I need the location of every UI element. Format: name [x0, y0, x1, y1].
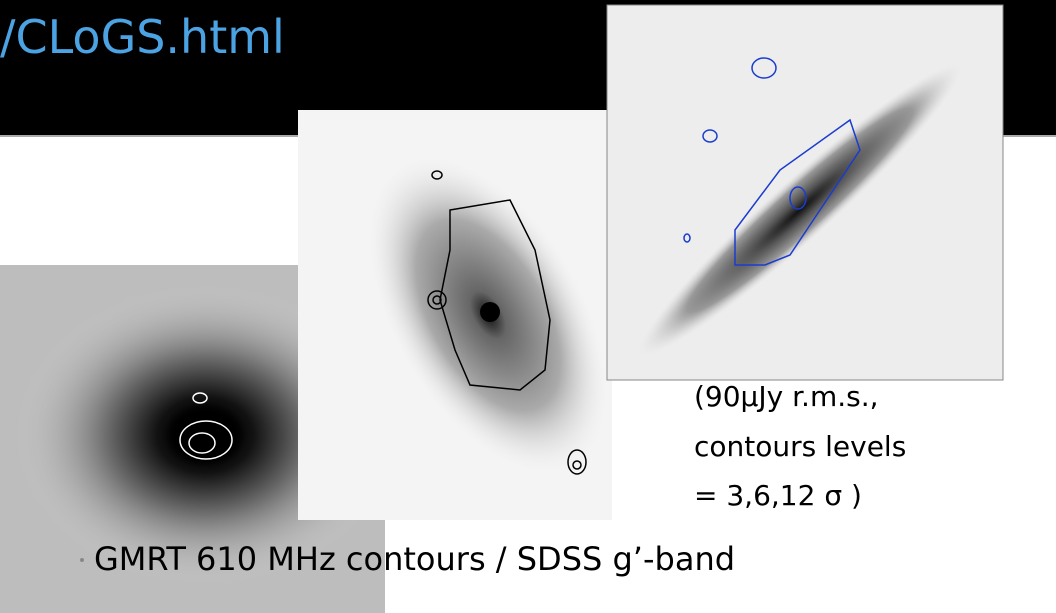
note-line: (90µJy r.m.s.,: [694, 380, 879, 413]
slide-art: [0, 0, 1056, 613]
bullet: [80, 558, 84, 562]
note-line: contours levels: [694, 430, 906, 463]
header-title: /CLoGS.html: [0, 10, 285, 64]
right-image: [607, 5, 1003, 380]
caption: GMRT 610 MHz contours / SDSS g’-band: [94, 540, 735, 578]
note-line: = 3,6,12 σ ): [694, 479, 862, 512]
middle-image: [298, 110, 658, 520]
slide: /CLoGS.html (90µJy r.m.s., contours leve…: [0, 0, 1056, 613]
